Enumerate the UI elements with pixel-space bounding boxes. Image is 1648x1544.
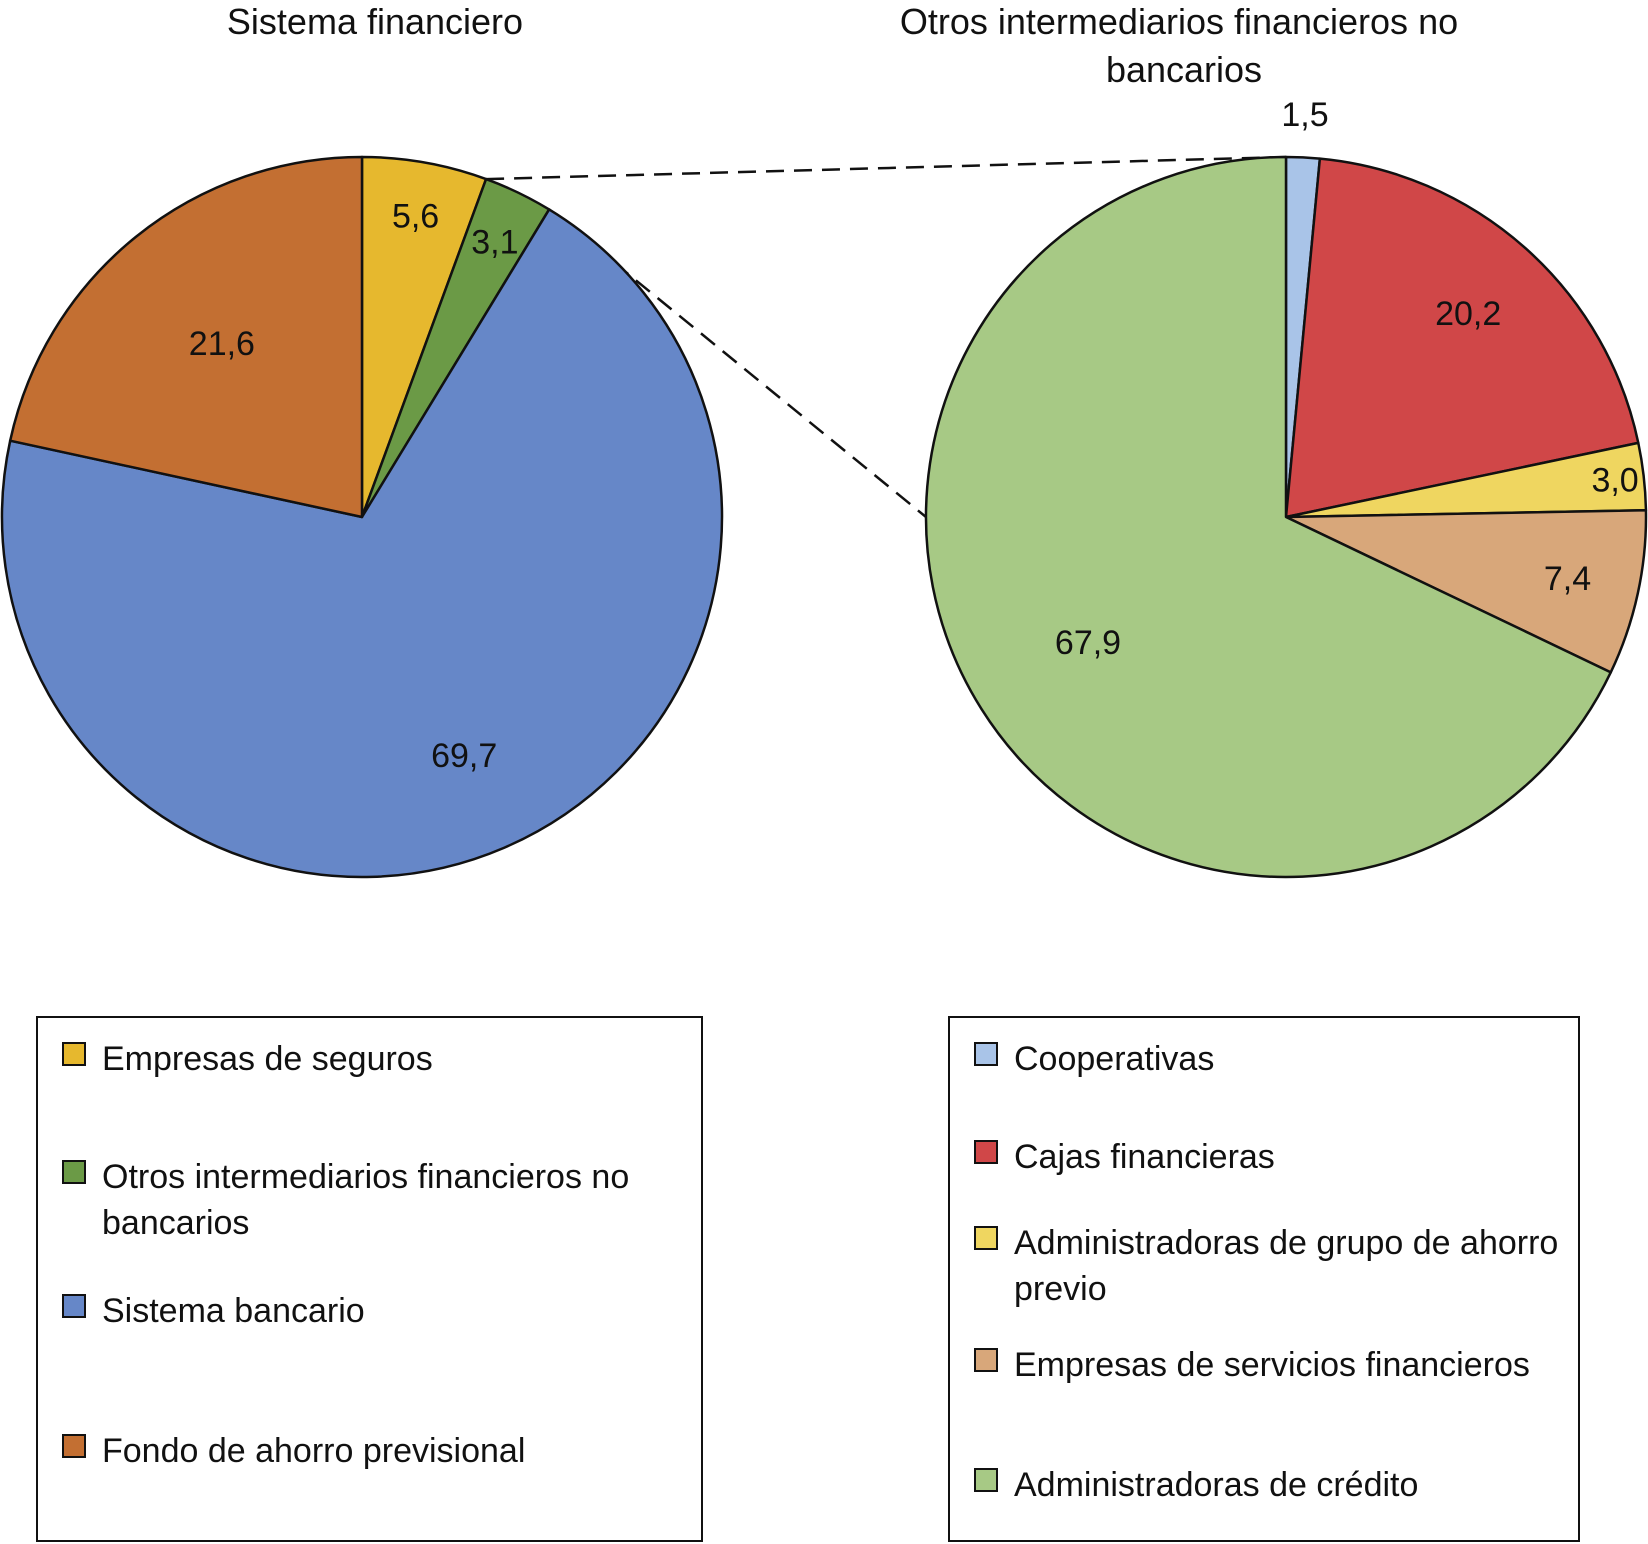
legend-swatch (62, 1042, 86, 1066)
slice-value-label-empresas-de-servicios-financieros: 7,4 (1544, 560, 1591, 598)
legend-label: Fondo de ahorro previsional (102, 1432, 526, 1470)
slice-value-label-otros-intermediarios-financieros-no-bancarios: 3,1 (471, 223, 518, 261)
slice-value-label-cooperativas: 1,5 (1281, 96, 1328, 134)
legend-label: Administradoras de grupo de ahorro previ… (1014, 1224, 1559, 1308)
legend-item-cajas-financieras: Cajas financieras (974, 1134, 1564, 1180)
legend-item-cooperativas: Cooperativas (974, 1036, 1564, 1082)
legend-label: Sistema bancario (102, 1292, 365, 1330)
pie-slice-empresas-de-seguros (360, 155, 488, 519)
legend-label: Otros intermediarios financieros no banc… (102, 1158, 630, 1242)
left-legend: Empresas de seguros Otros intermediarios … (36, 1016, 703, 1542)
legend-swatch (974, 1042, 998, 1066)
pie-slice-sistema-bancario (0, 208, 724, 879)
left-pie: 5,6 3,1 69,7 21,6 (0, 155, 724, 879)
right-chart-title-line-1: Otros intermediarios financieros no (900, 1, 1458, 42)
legend-swatch (974, 1140, 998, 1164)
exploded-slice-connectors (486, 155, 1287, 518)
legend-item-fondo-de-ahorro-previsional: Fondo de ahorro previsional (62, 1428, 682, 1474)
pie-slice-administradoras-de-credito (924, 155, 1613, 879)
legend-swatch (974, 1226, 998, 1250)
legend-swatch (62, 1294, 86, 1318)
legend-item-administradoras-de-grupo-de-ahorro-previo: Administradoras de grupo de ahorro previ… (974, 1220, 1564, 1312)
legend-item-otros-intermediarios-financieros-no-bancarios: Otros intermediarios financieros no banc… (62, 1154, 682, 1246)
left-chart-title: Sistema financiero (227, 1, 523, 42)
pie-slice-cajas-financieras (1284, 157, 1640, 519)
pie-charts-canvas: Sistema financiero Otros intermediarios … (0, 1, 1648, 879)
legend-swatch (974, 1348, 998, 1372)
slice-value-label-cajas-financieras: 20,2 (1435, 295, 1501, 333)
legend-label: Administradoras de crédito (1014, 1466, 1419, 1504)
slice-value-label-fondo-de-ahorro-previsional: 21,6 (189, 325, 255, 363)
right-chart-title-line-2: bancarios (1106, 49, 1262, 90)
connector-line-top (486, 155, 1287, 181)
legend-label: Cooperativas (1014, 1040, 1215, 1078)
legend-item-empresas-de-seguros: Empresas de seguros (62, 1036, 682, 1082)
right-pie: 1,5 20,2 3,0 7,4 67,9 (924, 96, 1648, 879)
legend-label: Cajas financieras (1014, 1138, 1275, 1176)
pie-slice-empresas-de-servicios-financieros (1284, 508, 1648, 674)
legend-label: Empresas de seguros (102, 1040, 433, 1078)
slice-value-label-administradoras-de-grupo-de-ahorro-previo: 3,0 (1591, 462, 1638, 500)
slice-value-label-empresas-de-seguros: 5,6 (392, 198, 439, 236)
legend-item-administradoras-de-credito: Administradoras de crédito (974, 1462, 1564, 1508)
legend-label: Empresas de servicios financieros (1014, 1346, 1530, 1384)
right-legend: Cooperativas Cajas financieras Administrad… (948, 1016, 1580, 1542)
legend-swatch (62, 1434, 86, 1458)
legend-item-sistema-bancario: Sistema bancario (62, 1288, 682, 1334)
legend-swatch (62, 1160, 86, 1184)
connector-line-bottom (548, 208, 927, 518)
slice-value-label-administradoras-de-credito: 67,9 (1055, 624, 1121, 662)
legend-swatch (974, 1468, 998, 1492)
slice-value-label-sistema-bancario: 69,7 (431, 737, 497, 775)
legend-item-empresas-de-servicios-financieros: Empresas de servicios financieros (974, 1342, 1564, 1388)
pie-slice-fondo-de-ahorro-previsional (8, 155, 364, 519)
right-chart-title: Otros intermediarios financieros no banc… (900, 1, 1468, 90)
